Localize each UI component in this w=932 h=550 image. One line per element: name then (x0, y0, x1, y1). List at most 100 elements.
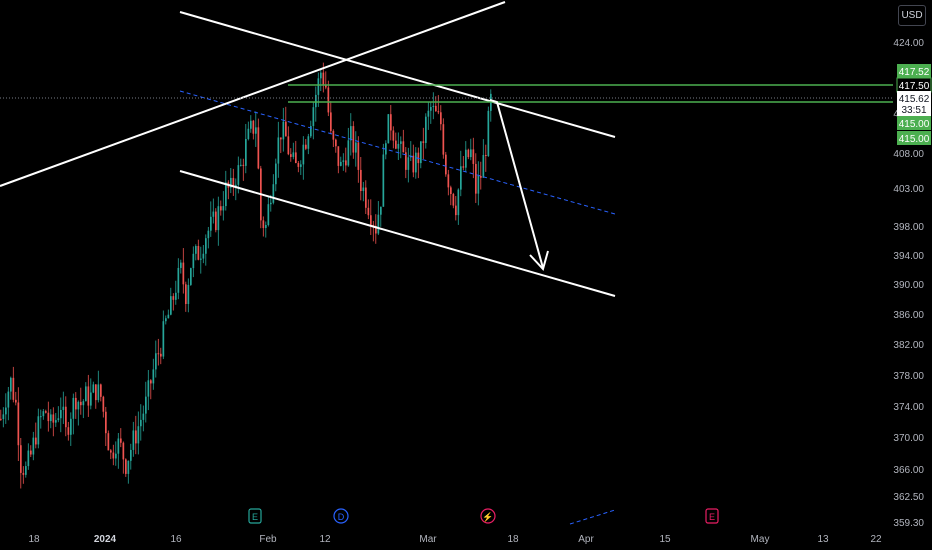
candle-body (160, 353, 162, 357)
candle-body (262, 220, 265, 229)
candle-body (177, 267, 180, 293)
candle-body (340, 161, 342, 166)
time-tick-label: Apr (578, 534, 594, 545)
candle-body (417, 152, 420, 164)
candle-body (407, 157, 410, 170)
candle-body (180, 262, 182, 268)
candle-body (280, 137, 282, 140)
candle-body (147, 380, 150, 397)
candle-body (312, 107, 315, 127)
candle-body (255, 127, 257, 134)
price-tick-label: 386.00 (893, 310, 924, 321)
candle-body (387, 114, 390, 144)
candle-body (405, 152, 407, 170)
projection-arrowhead[interactable] (529, 250, 549, 271)
candle-body (200, 258, 202, 260)
lower-channel-line[interactable] (179, 170, 616, 297)
candle-body (482, 155, 485, 178)
candle-body (85, 386, 87, 402)
candle-body (197, 245, 200, 260)
candle-body (102, 396, 105, 412)
candle-body (285, 121, 287, 137)
candle-body (215, 211, 217, 231)
candle-body (320, 72, 322, 79)
price-tag-bg (897, 116, 931, 130)
candle-body (452, 194, 455, 206)
candle-body (47, 412, 50, 422)
event-marker[interactable] (705, 508, 719, 524)
events-layer[interactable]: E D ⚡ E (248, 508, 719, 524)
candle-body (300, 164, 302, 167)
candle-body (155, 353, 157, 370)
candle-body (472, 149, 475, 164)
candle-body (52, 414, 55, 423)
candle-body (5, 407, 7, 415)
event-marker[interactable] (248, 508, 262, 524)
price-tick-label: 390.00 (893, 280, 924, 291)
candle-body (207, 230, 210, 239)
candle-body (25, 466, 27, 475)
projection-arrow[interactable] (489, 99, 544, 269)
candle-body (445, 154, 447, 175)
time-tick-label: 22 (870, 534, 882, 545)
time-tick-label: Feb (259, 534, 277, 545)
candle-body (425, 116, 427, 143)
candle-body (337, 146, 340, 166)
candle-body (362, 187, 365, 192)
time-axis[interactable]: 18 2024 16 Feb 12 Mar 18 Apr 15 May 13 22 (28, 534, 882, 545)
candle-body (282, 121, 285, 140)
candle-body (42, 411, 45, 417)
candle-body (22, 472, 25, 475)
candle-body (60, 409, 62, 419)
candle-body (372, 224, 375, 226)
candle-body (467, 149, 470, 158)
candle-body (45, 411, 47, 413)
candle-body (327, 87, 330, 113)
price-tick-label: 394.00 (893, 251, 924, 262)
candle-body (225, 182, 227, 207)
channel-midline[interactable] (179, 90, 616, 215)
event-marker[interactable] (480, 508, 496, 524)
candle-body (415, 152, 417, 173)
candle-body (412, 155, 415, 173)
candles-layer (0, 62, 492, 489)
candle-body (157, 353, 160, 355)
event-marker[interactable] (333, 508, 349, 524)
price-tick-label: 378.00 (893, 371, 924, 382)
time-tick-label: 15 (659, 534, 671, 545)
candle-body (310, 126, 312, 137)
candle-body (382, 154, 385, 207)
candle-body (55, 420, 57, 423)
candle-body (187, 284, 190, 304)
time-tick-label: 16 (170, 534, 182, 545)
candle-body (395, 140, 397, 149)
candle-body (195, 245, 197, 254)
candle-body (370, 215, 372, 225)
candle-body (240, 164, 242, 166)
price-tag-label: 417.52 (899, 67, 930, 78)
candle-body (302, 144, 305, 165)
candle-body (165, 318, 167, 322)
candle-body (420, 141, 422, 164)
candle-body (2, 414, 5, 420)
dashed-segment[interactable] (569, 509, 616, 525)
candle-body (17, 402, 20, 446)
drawings-layer[interactable] (0, 1, 893, 525)
candle-body (152, 369, 155, 384)
candle-body (132, 430, 135, 450)
candle-body (190, 268, 192, 285)
candle-body (305, 144, 307, 149)
currency-button[interactable]: USD (898, 5, 926, 26)
candle-body (27, 450, 30, 467)
rising-trendline[interactable] (0, 1, 506, 187)
candle-body (67, 427, 70, 435)
candle-body (242, 164, 245, 166)
candle-body (402, 141, 405, 153)
candle-body (442, 124, 445, 155)
candle-body (140, 419, 142, 427)
time-tick-label: 18 (507, 534, 519, 545)
price-axis[interactable]: 424.00412.00408.00403.00398.00394.00390.… (893, 38, 924, 529)
candle-body (475, 163, 477, 194)
upper-channel-line[interactable] (179, 11, 616, 138)
